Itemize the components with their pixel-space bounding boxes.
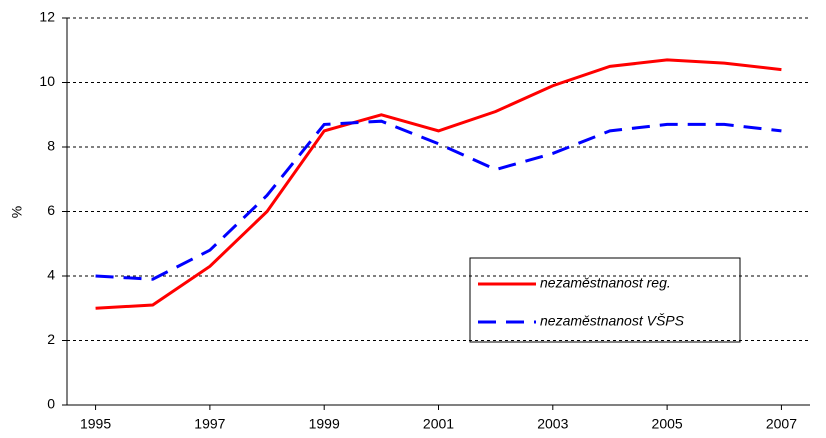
y-tick-label: 0	[47, 396, 55, 412]
legend-label: nezaměstnanost reg.	[540, 275, 671, 291]
x-tick-label: 2005	[652, 416, 683, 432]
x-tick-label: 2003	[537, 416, 568, 432]
y-axis-label: %	[9, 206, 25, 218]
series-line	[95, 119, 782, 281]
legend	[469, 257, 741, 343]
legend-label: nezaměstnanost VŠPS	[540, 313, 685, 329]
x-tick-label: 1997	[194, 416, 225, 432]
x-tick-label: 1999	[309, 416, 340, 432]
x-tick-label: 1995	[80, 416, 111, 432]
x-tick-label: 2001	[423, 416, 454, 432]
y-tick-label: 8	[47, 138, 55, 154]
y-tick-label: 12	[39, 9, 55, 25]
y-tick-label: 4	[47, 267, 55, 283]
y-tick-label: 10	[39, 73, 55, 89]
series-line	[95, 58, 782, 310]
y-tick-label: 2	[47, 331, 55, 347]
x-tick-label: 2007	[766, 416, 797, 432]
y-tick-label: 6	[47, 202, 55, 218]
